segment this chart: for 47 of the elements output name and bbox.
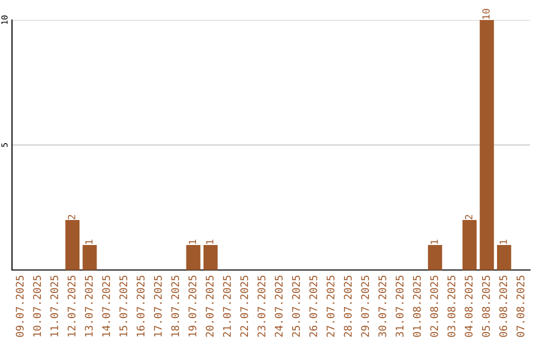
x-tick-label: 26.07.2025 xyxy=(309,276,318,337)
x-tick-label: 18.07.2025 xyxy=(171,276,180,336)
x-tick-label: 24.07.2025 xyxy=(274,276,283,337)
x-tick-label: 02.08.2025 xyxy=(430,276,438,337)
data-label: 2 xyxy=(68,214,76,220)
x-tick-label: 25.07.2025 xyxy=(292,276,300,337)
bar xyxy=(203,245,218,270)
x-tick-label: 23.07.2025 xyxy=(258,276,266,337)
x-tick-label: 03.08.2025 xyxy=(447,276,456,337)
x-tick-label: 22.07.2025 xyxy=(240,276,248,337)
x-tick-label: 11.07.2025 xyxy=(50,276,58,336)
x-tick-label: 19.07.2025 xyxy=(188,276,196,336)
x-tick-label: 05.08.2025 xyxy=(482,276,490,337)
bar xyxy=(82,245,97,270)
bar xyxy=(428,245,442,270)
bar xyxy=(480,20,494,270)
x-tick-label: 21.07.2025 xyxy=(223,276,231,337)
x-tick-label: 04.08.2025 xyxy=(464,276,473,337)
x-tick-label: 20.07.2025 xyxy=(206,276,214,337)
data-label: 1 xyxy=(188,240,196,244)
x-tick-label: 01.08.2025 xyxy=(412,276,421,337)
x-tick-label: 29.07.2025 xyxy=(361,276,370,337)
x-tick-label: 31.07.2025 xyxy=(396,276,404,337)
x-tick-label: 09.07.2025 xyxy=(16,276,24,337)
x-tick-label: 17.07.2025 xyxy=(154,276,162,336)
y-tick-label: 5 xyxy=(1,143,8,147)
x-tick-label: 06.08.2025 xyxy=(499,276,508,337)
x-tick-label: 15.07.2025 xyxy=(119,276,128,336)
data-label: 1 xyxy=(206,240,214,244)
bar xyxy=(497,245,512,270)
bar xyxy=(186,245,200,270)
x-tick-label: 30.07.2025 xyxy=(378,276,386,337)
x-tick-label: 13.07.2025 xyxy=(84,276,93,336)
x-tick-label: 14.07.2025 xyxy=(102,276,110,336)
x-tick-label: 16.07.2025 xyxy=(136,276,145,336)
x-tick-label: 12.07.2025 xyxy=(68,276,76,336)
bar xyxy=(65,220,80,270)
data-label: 10 xyxy=(482,8,490,19)
data-label: 2 xyxy=(465,214,472,220)
x-tick-label: 07.08.2025 xyxy=(516,276,524,337)
bar xyxy=(462,220,477,270)
data-label: 1 xyxy=(430,240,438,244)
x-tick-label: 27.07.2025 xyxy=(326,276,334,337)
x-tick-label: 28.07.2025 xyxy=(344,276,352,337)
x-tick-label: 10.07.2025 xyxy=(33,276,41,336)
data-label: 1 xyxy=(500,240,507,244)
data-label: 1 xyxy=(85,240,92,244)
